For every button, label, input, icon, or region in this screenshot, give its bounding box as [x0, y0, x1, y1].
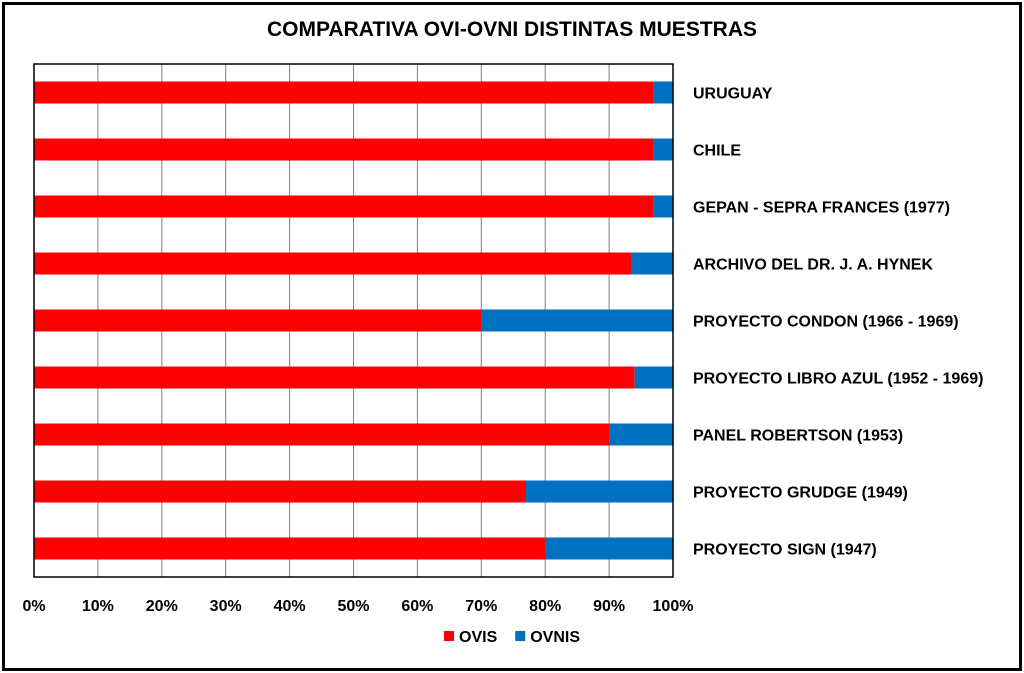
plot-area-border	[33, 63, 674, 578]
x-tick-label: 10%	[82, 598, 114, 615]
legend: OVIS OVNIS	[444, 629, 580, 646]
bar-ovnis	[634, 366, 673, 389]
category-label: CHILE	[693, 143, 741, 160]
legend-swatch	[444, 631, 454, 641]
bar-ovis	[34, 480, 527, 503]
bar-ovis	[34, 252, 632, 275]
bar-ovis	[34, 423, 610, 446]
bar-ovnis	[653, 138, 673, 161]
bar-ovis	[34, 309, 482, 332]
bars	[34, 81, 673, 560]
x-tick-label: 60%	[401, 598, 433, 615]
x-tick-label: 20%	[146, 598, 178, 615]
category-label: PROYECTO GRUDGE (1949)	[693, 485, 908, 502]
bar-ovnis	[545, 537, 673, 560]
x-tick-labels: 0% 10% 20% 30% 40% 50% 60% 70% 80% 90% 100%	[22, 598, 693, 615]
category-label: GEPAN - SEPRA FRANCES (1977)	[693, 200, 950, 217]
category-label: PROYECTO SIGN (1947)	[693, 542, 877, 559]
bar-ovnis	[481, 309, 673, 332]
bar-ovnis	[653, 195, 673, 218]
x-tick-label: 50%	[337, 598, 369, 615]
bar-ovis	[34, 81, 654, 104]
x-tick-label: 30%	[210, 598, 242, 615]
x-tick-label: 0%	[22, 598, 45, 615]
bar-ovis	[34, 138, 654, 161]
bar-ovis	[34, 195, 654, 218]
x-tick-label: 70%	[465, 598, 497, 615]
category-label: PROYECTO LIBRO AZUL (1952 - 1969)	[693, 371, 983, 388]
x-tick-label: 100%	[653, 598, 694, 615]
x-tick-label: 40%	[274, 598, 306, 615]
bar-ovnis	[609, 423, 673, 446]
bar-ovnis	[631, 252, 673, 275]
category-label: URUGUAY	[693, 86, 773, 103]
category-label: ARCHIVO DEL DR. J. A. HYNEK	[693, 257, 933, 274]
legend-label: OVIS	[459, 629, 498, 646]
bar-ovnis	[526, 480, 673, 503]
legend-swatch	[515, 631, 526, 641]
bar-ovnis	[653, 81, 673, 104]
category-label: PROYECTO CONDON (1966 - 1969)	[693, 314, 959, 331]
bar-ovis	[34, 537, 546, 560]
category-labels: URUGUAY CHILE GEPAN - SEPRA FRANCES (1977)…	[693, 86, 983, 559]
x-tick-label: 90%	[593, 598, 625, 615]
category-label: PANEL ROBERTSON (1953)	[693, 428, 903, 445]
x-tick-label: 80%	[529, 598, 561, 615]
legend-label: OVNIS	[530, 629, 580, 646]
chart-title: COMPARATIVA OVI-OVNI DISTINTAS MUESTRAS	[266, 18, 757, 41]
bar-ovis	[34, 366, 635, 389]
